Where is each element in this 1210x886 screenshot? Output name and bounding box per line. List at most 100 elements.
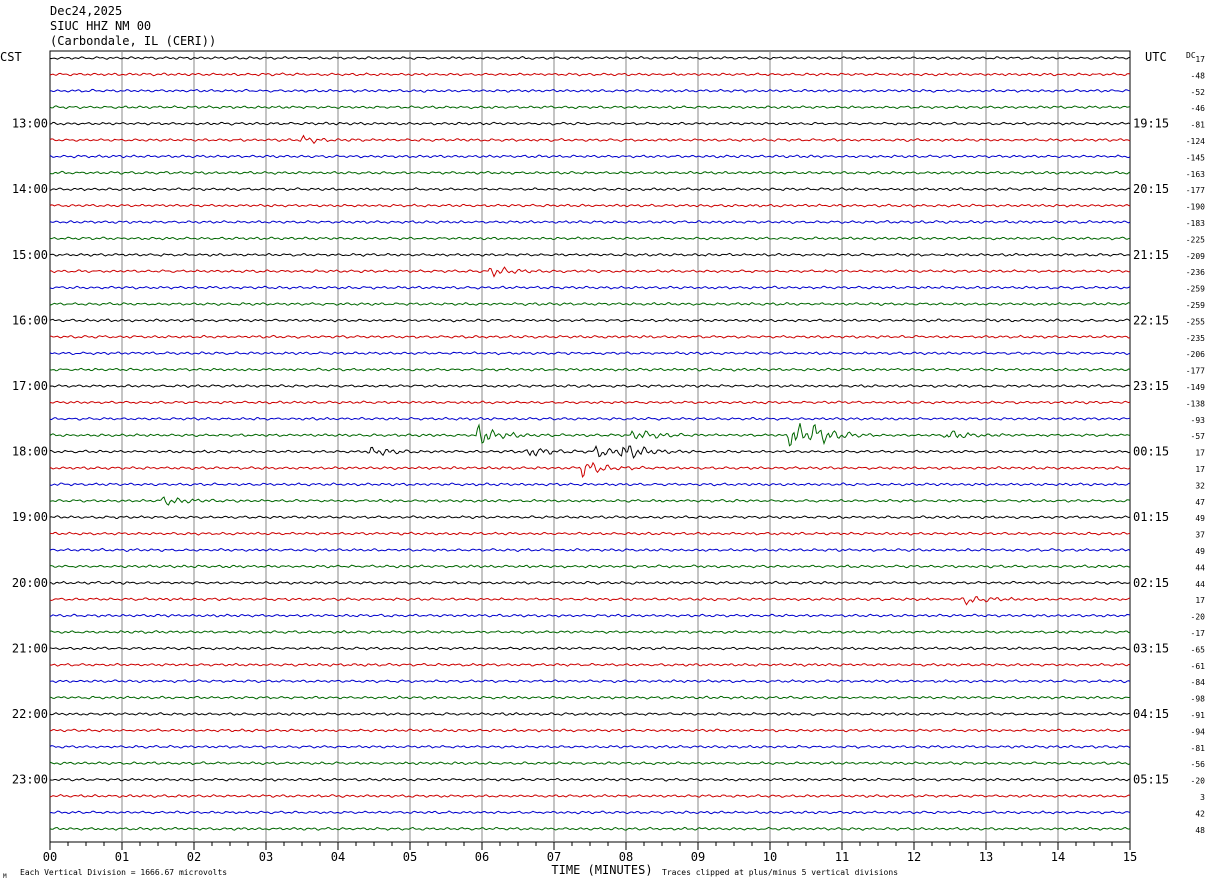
dc-offset-label: -57	[1191, 432, 1206, 441]
dc-offset-label: -20	[1191, 777, 1206, 786]
seismic-trace	[49, 744, 1131, 749]
dc-offset-label: 47	[1195, 498, 1205, 507]
dc-offset-label: 17	[1195, 55, 1205, 64]
dc-offset-label: 48	[1195, 826, 1205, 835]
seismic-trace	[49, 334, 1131, 339]
seismic-trace	[49, 55, 1131, 61]
dc-offset-label: 44	[1195, 580, 1205, 589]
seismic-trace	[49, 154, 1131, 159]
utc-hour-label: 04:15	[1133, 707, 1169, 721]
plot-frame	[49, 50, 1131, 843]
seismic-trace	[49, 367, 1131, 372]
station-code: SIUC HHZ NM 00	[50, 19, 152, 33]
dc-offset-label: -20	[1191, 613, 1206, 622]
dc-offset-label: 49	[1195, 547, 1205, 556]
seismic-trace	[49, 515, 1131, 520]
dc-offset-label: 17	[1195, 449, 1205, 458]
dc-offset-label: -177	[1186, 186, 1205, 195]
dc-offset-label: -81	[1191, 744, 1206, 753]
seismic-trace	[49, 482, 1131, 487]
x-tick-label: 09	[691, 850, 705, 864]
seismic-trace	[49, 444, 1131, 459]
station-location: (Carbondale, IL (CERI))	[50, 34, 217, 48]
seismic-trace	[49, 219, 1131, 225]
utc-hour-label: 20:15	[1133, 182, 1169, 196]
dc-offset-label: -235	[1186, 334, 1205, 343]
dc-offset-label: -206	[1186, 350, 1205, 359]
x-tick-label: 11	[835, 850, 849, 864]
dc-offset-label: -190	[1186, 203, 1205, 212]
seismic-trace	[49, 728, 1131, 733]
utc-axis-label: UTC	[1145, 50, 1167, 64]
seismic-trace	[49, 423, 1131, 447]
dc-offset-label: -255	[1186, 317, 1205, 326]
dc-offset-label: -93	[1191, 416, 1206, 425]
utc-hour-label: 19:15	[1133, 117, 1169, 131]
dc-offset-label: 42	[1195, 809, 1205, 818]
seismic-trace	[49, 761, 1131, 766]
dc-offset-label: -84	[1191, 678, 1206, 687]
seismic-trace	[49, 72, 1131, 77]
x-tick-label: 00	[43, 850, 57, 864]
seismic-trace	[49, 318, 1131, 323]
x-tick-label: 07	[547, 850, 561, 864]
seismic-trace	[49, 88, 1131, 93]
cst-hour-label: 13:00	[12, 117, 48, 131]
scale-note: Each Vertical Division = 1666.67 microvo…	[20, 868, 227, 877]
seismic-trace	[49, 351, 1131, 356]
utc-hour-label: 01:15	[1133, 510, 1169, 524]
seismic-trace	[49, 662, 1131, 667]
cst-hour-label: 23:00	[12, 773, 48, 787]
dc-offset-label: 17	[1195, 596, 1205, 605]
x-tick-label: 15	[1123, 850, 1137, 864]
dc-offset-label: 49	[1195, 514, 1205, 523]
corner-mark: M	[3, 873, 7, 880]
dc-offset-label: -17	[1191, 629, 1206, 638]
seismic-trace	[49, 777, 1131, 782]
seismic-trace	[49, 170, 1131, 175]
dc-offset-label: 32	[1195, 481, 1205, 490]
cst-hour-label: 18:00	[12, 445, 48, 459]
seismic-trace	[49, 134, 1131, 145]
dc-offset-label: 17	[1195, 465, 1205, 474]
utc-hour-label: 00:15	[1133, 445, 1169, 459]
cst-hour-label: 16:00	[12, 313, 48, 327]
x-tick-label: 03	[259, 850, 273, 864]
seismic-trace	[49, 613, 1131, 618]
x-tick-label: 14	[1051, 850, 1065, 864]
cst-axis-label: CST	[0, 50, 22, 64]
record-date: Dec24,2025	[50, 4, 123, 18]
cst-hour-label: 21:00	[12, 641, 48, 655]
cst-hour-label: 22:00	[12, 707, 48, 721]
x-tick-label: 08	[619, 850, 633, 864]
seismic-trace	[49, 810, 1131, 815]
cst-hour-label: 15:00	[12, 248, 48, 262]
seismic-trace	[49, 285, 1131, 290]
dc-offset-label: -183	[1186, 219, 1205, 228]
dc-offset-label: -124	[1186, 137, 1205, 146]
seismic-trace	[49, 564, 1131, 569]
seismic-trace	[49, 596, 1131, 606]
clip-note: Traces clipped at plus/minus 5 vertical …	[662, 868, 898, 877]
dc-offset-label: -209	[1186, 252, 1205, 261]
seismic-trace	[49, 203, 1131, 208]
seismic-trace	[49, 236, 1131, 241]
x-tick-label: 04	[331, 850, 345, 864]
dc-offset-label: -52	[1191, 88, 1206, 97]
cst-hour-label: 20:00	[12, 576, 48, 590]
x-tick-label: 06	[475, 850, 489, 864]
dc-offset-label: 44	[1195, 563, 1205, 572]
seismic-trace	[49, 826, 1131, 831]
dc-offset-label: -48	[1191, 71, 1206, 80]
utc-hour-label: 23:15	[1133, 379, 1169, 393]
x-tick-label: 01	[115, 850, 129, 864]
seismic-trace	[49, 531, 1131, 536]
dc-offset-label: -149	[1186, 383, 1205, 392]
utc-hour-label: 03:15	[1133, 641, 1169, 655]
dc-offset-label: 37	[1195, 531, 1205, 540]
seismic-trace	[49, 580, 1131, 585]
dc-offset-label: -163	[1186, 170, 1205, 179]
seismic-trace	[49, 252, 1131, 257]
x-tick-label: 12	[907, 850, 921, 864]
